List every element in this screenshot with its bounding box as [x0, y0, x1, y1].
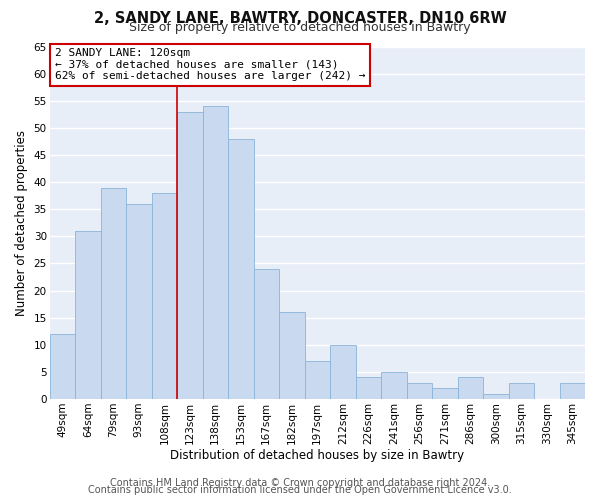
Bar — [228, 138, 254, 399]
Text: Contains public sector information licensed under the Open Government Licence v3: Contains public sector information licen… — [88, 485, 512, 495]
Bar — [203, 106, 228, 399]
Bar — [330, 345, 356, 399]
Bar — [101, 188, 126, 399]
Text: 2 SANDY LANE: 120sqm
← 37% of detached houses are smaller (143)
62% of semi-deta: 2 SANDY LANE: 120sqm ← 37% of detached h… — [55, 48, 365, 82]
Bar — [560, 383, 585, 399]
Bar — [356, 378, 381, 399]
Text: Size of property relative to detached houses in Bawtry: Size of property relative to detached ho… — [129, 22, 471, 35]
Bar — [279, 312, 305, 399]
Bar — [152, 193, 177, 399]
Bar — [483, 394, 509, 399]
Bar — [305, 361, 330, 399]
Text: 2, SANDY LANE, BAWTRY, DONCASTER, DN10 6RW: 2, SANDY LANE, BAWTRY, DONCASTER, DN10 6… — [94, 11, 506, 26]
Bar — [407, 383, 432, 399]
Bar — [75, 231, 101, 399]
Bar — [254, 269, 279, 399]
Bar — [126, 204, 152, 399]
Bar — [432, 388, 458, 399]
Bar — [458, 378, 483, 399]
Bar — [381, 372, 407, 399]
Text: Contains HM Land Registry data © Crown copyright and database right 2024.: Contains HM Land Registry data © Crown c… — [110, 478, 490, 488]
Bar — [177, 112, 203, 399]
X-axis label: Distribution of detached houses by size in Bawtry: Distribution of detached houses by size … — [170, 450, 464, 462]
Bar — [509, 383, 534, 399]
Y-axis label: Number of detached properties: Number of detached properties — [15, 130, 28, 316]
Bar — [50, 334, 75, 399]
